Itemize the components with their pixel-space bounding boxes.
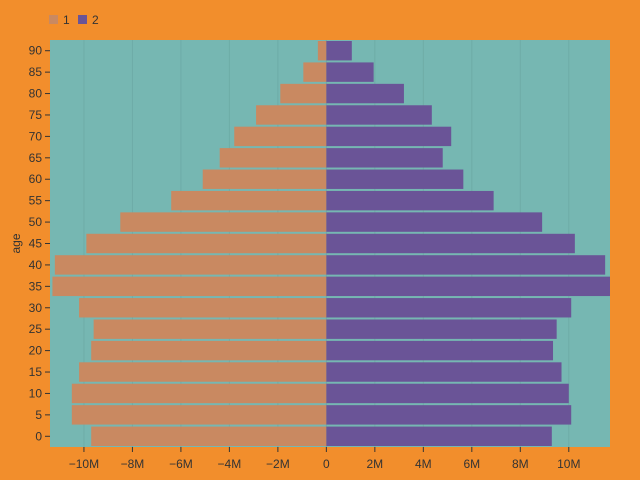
x-tick-label: 4M [415, 457, 432, 471]
bar-series-1-age-85 [303, 62, 327, 82]
y-tick-label: 60 [29, 172, 43, 186]
y-tick-label: 85 [29, 65, 43, 79]
y-tick-label: 90 [29, 44, 43, 58]
legend-label-2: 2 [92, 13, 99, 27]
y-tick-label: 75 [29, 108, 43, 122]
bar-series-2-age-65 [326, 148, 443, 168]
bar-series-1-age-80 [280, 83, 327, 104]
bar-series-2-age-70 [326, 126, 452, 147]
bar-series-2-age-30 [326, 298, 572, 318]
y-axis: 0 5 10 15 20 25 30 35 40 45 50 55 60 65 70 75 80 85 90 [29, 44, 50, 443]
bar-series-2-age-75 [326, 105, 432, 125]
bar-series-1-age-10 [71, 383, 327, 404]
x-tick-label: −10M [69, 457, 99, 471]
bar-series-1-age-60 [202, 169, 327, 189]
x-tick-label: −6M [169, 457, 193, 471]
x-tick-label: −8M [121, 457, 145, 471]
bar-series-1-age-50 [120, 212, 327, 232]
legend-label-1: 1 [63, 13, 70, 27]
y-tick-label: 25 [29, 322, 43, 336]
bar-series-2-age-25 [326, 319, 557, 339]
y-tick-label: 5 [35, 408, 42, 422]
x-tick-label: 6M [463, 457, 480, 471]
y-tick-label: 35 [29, 279, 43, 293]
bar-series-2-age-85 [326, 62, 374, 82]
bar-series-2-age-5 [326, 405, 572, 425]
y-tick-label: 10 [29, 386, 43, 400]
bar-series-1-age-30 [79, 298, 327, 318]
legend-swatch-2 [78, 15, 87, 24]
y-tick-label: 0 [35, 429, 42, 443]
bar-series-2-age-45 [326, 233, 575, 254]
y-tick-label: 70 [29, 129, 43, 143]
bar-series-2-age-50 [326, 212, 543, 232]
bar-series-1-age-70 [234, 126, 327, 147]
bar-series-2-age-0 [326, 426, 552, 446]
bar-series-2-age-15 [326, 362, 562, 382]
bar-series-2-age-10 [326, 383, 569, 404]
x-tick-label: 0 [323, 457, 330, 471]
x-axis: −10M −8M −6M −4M −2M 0 2M 4M 6M 8M 10M [69, 447, 580, 471]
bar-series-2-age-20 [326, 340, 554, 361]
x-tick-label: −4M [218, 457, 242, 471]
x-tick-label: −2M [266, 457, 290, 471]
bar-series-2-age-80 [326, 83, 404, 104]
bar-series-1-age-15 [79, 362, 327, 382]
bar-series-1-age-45 [86, 233, 327, 254]
bar-series-1-age-0 [91, 426, 327, 446]
y-tick-label: 15 [29, 365, 43, 379]
y-tick-label: 40 [29, 258, 43, 272]
y-tick-label: 65 [29, 151, 43, 165]
legend-swatch-1 [49, 15, 58, 24]
y-tick-label: 80 [29, 87, 43, 101]
x-tick-label: 2M [367, 457, 384, 471]
y-axis-title: age [9, 233, 23, 253]
bar-series-1-age-25 [93, 319, 327, 339]
bar-series-1-age-90 [317, 41, 327, 61]
bar-series-1-age-20 [91, 340, 327, 361]
bar-series-1-age-5 [71, 405, 327, 425]
x-tick-label: 8M [512, 457, 529, 471]
bar-series-1-age-75 [256, 105, 327, 125]
bar-series-2-age-60 [326, 169, 464, 189]
bar-series-2-age-55 [326, 190, 494, 211]
bar-series-1-age-55 [171, 190, 327, 211]
bar-series-1-age-35 [52, 276, 327, 297]
bars [52, 41, 610, 446]
bar-series-1-age-40 [54, 255, 327, 275]
x-tick-label: 10M [557, 457, 580, 471]
y-tick-label: 50 [29, 215, 43, 229]
y-tick-label: 55 [29, 194, 43, 208]
bar-series-2-age-90 [326, 41, 352, 61]
bar-series-1-age-65 [219, 148, 327, 168]
bar-series-2-age-35 [326, 276, 610, 297]
bar-series-2-age-40 [326, 255, 606, 275]
y-tick-label: 45 [29, 237, 43, 251]
y-tick-label: 20 [29, 344, 43, 358]
y-tick-label: 30 [29, 301, 43, 315]
